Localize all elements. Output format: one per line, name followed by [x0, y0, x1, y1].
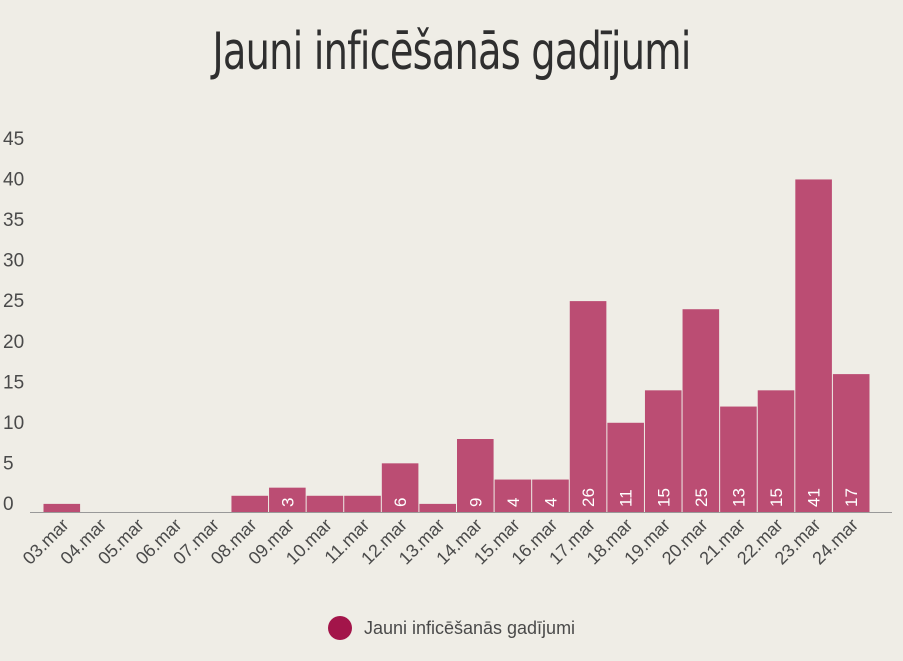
data-label: 15 [767, 488, 786, 507]
bar[interactable] [644, 390, 682, 512]
data-label: 11 [617, 489, 636, 507]
bar[interactable] [494, 479, 532, 512]
legend-label: Jauni inficēšanās gadījumi [363, 617, 576, 638]
bar[interactable] [532, 479, 569, 512]
data-label: 3 [278, 498, 297, 507]
bar[interactable] [457, 439, 494, 512]
legend-swatch [327, 616, 352, 640]
data-label: 17 [842, 488, 861, 507]
data-label: 41 [805, 488, 824, 507]
data-label: 13 [729, 488, 748, 507]
legend[interactable]: Jauni inficēšanās gadījumi [0, 616, 903, 640]
y-tick-label: 15 [3, 372, 24, 393]
bar[interactable] [43, 503, 81, 512]
bar[interactable] [569, 301, 607, 512]
data-label: 6 [391, 498, 410, 507]
y-tick-label: 5 [3, 453, 14, 474]
y-tick-label: 0 [3, 494, 14, 515]
bar[interactable] [419, 503, 456, 512]
bar[interactable] [344, 495, 381, 512]
y-tick-label: 20 [3, 332, 24, 353]
y-tick-label: 30 [3, 251, 24, 272]
data-label: 4 [541, 498, 560, 507]
data-label: 4 [504, 498, 523, 507]
data-label: 9 [466, 498, 485, 507]
chart-title: Jauni inficēšanās gadījumi [212, 22, 691, 82]
bar[interactable] [269, 487, 306, 512]
bar[interactable] [231, 495, 269, 512]
data-label: 15 [654, 488, 673, 507]
y-tick-label: 40 [3, 170, 24, 191]
y-tick-label: 10 [3, 413, 24, 434]
data-label: 25 [692, 488, 711, 507]
bar[interactable] [306, 495, 344, 512]
bar[interactable] [832, 374, 870, 512]
data-label: 26 [579, 488, 598, 507]
y-tick-label: 45 [3, 129, 24, 150]
bar[interactable] [795, 179, 832, 512]
bar[interactable] [381, 463, 419, 512]
bar[interactable] [682, 309, 720, 512]
y-tick-label: 35 [3, 210, 24, 231]
bar[interactable] [607, 422, 644, 512]
y-tick-label: 25 [3, 291, 24, 312]
bar[interactable] [757, 390, 795, 512]
bar[interactable] [720, 406, 757, 512]
